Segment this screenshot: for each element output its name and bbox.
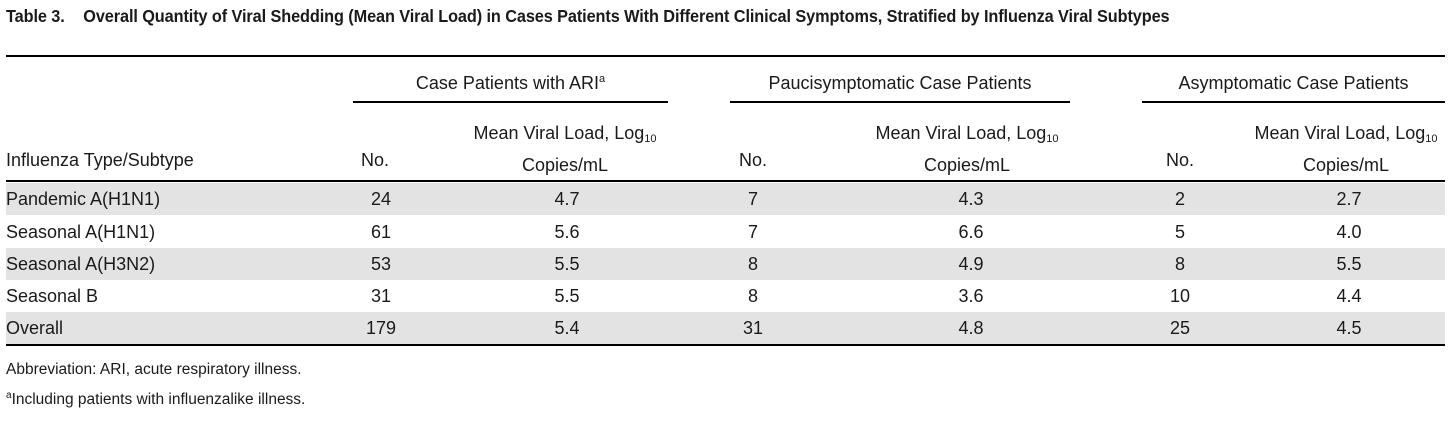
group-underline-paucisymptomatic bbox=[730, 101, 1070, 103]
cell-type: Overall bbox=[6, 318, 64, 338]
cell-asym-load: 4.5 bbox=[1336, 318, 1362, 338]
table-row: Seasonal A(H1N1) 61 5.6 7 6.6 5 4.0 bbox=[6, 216, 1445, 248]
cell-pauci-load: 4.8 bbox=[958, 318, 984, 338]
cell-asym-load: 2.7 bbox=[1336, 189, 1362, 209]
group-underline-ari bbox=[353, 101, 668, 103]
col-header-pauci-no: No. bbox=[738, 150, 767, 170]
group-pauci-label: Paucisymptomatic Case Patients bbox=[768, 73, 1032, 93]
cell-pauci-no: 8 bbox=[747, 254, 758, 274]
table-number: Table 3. bbox=[6, 6, 65, 26]
footnote-a-marker: a bbox=[6, 390, 12, 401]
col-header-asym-no: No. bbox=[1165, 150, 1194, 170]
cell-asym-no: 10 bbox=[1169, 286, 1191, 306]
pauci-load-line2: Copies/mL bbox=[923, 155, 1011, 175]
cell-type: Seasonal A(H3N2) bbox=[6, 254, 156, 274]
group-header-asymptomatic: Asymptomatic Case Patients bbox=[1142, 73, 1445, 94]
footnote-a-text: Including patients with influenzalike il… bbox=[11, 391, 306, 408]
cell-ari-no: 179 bbox=[365, 318, 397, 338]
group-asym-label: Asymptomatic Case Patients bbox=[1178, 73, 1409, 93]
cell-type: Seasonal A(H1N1) bbox=[6, 222, 156, 242]
cell-pauci-no: 31 bbox=[742, 318, 764, 338]
group-ari-label: Case Patients with ARI bbox=[415, 73, 599, 93]
asym-load-line1: Mean Viral Load, Log bbox=[1254, 123, 1426, 143]
table-row: Seasonal B 31 5.5 8 3.6 10 4.4 bbox=[6, 280, 1445, 312]
group-header-ari: Case Patients with ARIa bbox=[353, 73, 668, 94]
asym-load-line2: Copies/mL bbox=[1302, 155, 1390, 175]
cell-pauci-load: 4.3 bbox=[958, 189, 984, 209]
header-rule bbox=[6, 180, 1445, 182]
cell-pauci-no: 8 bbox=[747, 286, 758, 306]
cell-asym-no: 8 bbox=[1174, 254, 1185, 274]
cell-asym-load: 4.0 bbox=[1336, 222, 1362, 242]
cell-ari-no: 31 bbox=[370, 286, 392, 306]
col-header-pauci-load: Mean Viral Load, Log10 Copies/mL bbox=[864, 120, 1070, 178]
col-header-asym-load: Mean Viral Load, Log10 Copies/mL bbox=[1243, 120, 1449, 178]
group-ari-footnote-marker: a bbox=[598, 73, 606, 85]
cell-ari-no: 53 bbox=[370, 254, 392, 274]
top-rule bbox=[6, 55, 1445, 57]
cell-ari-load: 5.5 bbox=[554, 286, 580, 306]
asym-load-sub: 10 bbox=[1425, 133, 1438, 145]
col-header-type: Influenza Type/Subtype bbox=[6, 150, 194, 170]
table-row: Seasonal A(H3N2) 53 5.5 8 4.9 8 5.5 bbox=[6, 248, 1445, 280]
col-header-ari-load: Mean Viral Load, Log10 Copies/mL bbox=[462, 120, 668, 178]
group-header-paucisymptomatic: Paucisymptomatic Case Patients bbox=[730, 73, 1070, 94]
cell-ari-load: 4.7 bbox=[554, 189, 580, 209]
ari-load-line2: Copies/mL bbox=[521, 155, 609, 175]
table-title-text: Overall Quantity of Viral Shedding (Mean… bbox=[83, 6, 1170, 26]
footnote-abbreviation: Abbreviation: ARI, acute respiratory ill… bbox=[6, 361, 302, 378]
cell-pauci-load: 3.6 bbox=[958, 286, 984, 306]
bottom-rule bbox=[6, 344, 1445, 346]
cell-ari-load: 5.6 bbox=[554, 222, 580, 242]
footnote-a: aIncluding patients with influenzalike i… bbox=[6, 390, 305, 409]
pauci-load-sub: 10 bbox=[1046, 133, 1059, 145]
cell-pauci-load: 6.6 bbox=[958, 222, 984, 242]
cell-asym-load: 5.5 bbox=[1336, 254, 1362, 274]
cell-ari-load: 5.4 bbox=[554, 318, 580, 338]
cell-asym-no: 25 bbox=[1169, 318, 1191, 338]
group-underline-asymptomatic bbox=[1142, 101, 1445, 103]
cell-pauci-no: 7 bbox=[747, 222, 758, 242]
cell-pauci-no: 7 bbox=[747, 189, 758, 209]
table-row: Overall 179 5.4 31 4.8 25 4.5 bbox=[6, 312, 1445, 344]
cell-ari-load: 5.5 bbox=[554, 254, 580, 274]
ari-load-sub: 10 bbox=[644, 133, 657, 145]
cell-asym-no: 5 bbox=[1174, 222, 1185, 242]
cell-type: Seasonal B bbox=[6, 286, 99, 306]
table-title: Table 3. Overall Quantity of Viral Sheddi… bbox=[6, 6, 1170, 27]
cell-type: Pandemic A(H1N1) bbox=[6, 189, 161, 209]
cell-asym-load: 4.4 bbox=[1336, 286, 1362, 306]
pauci-load-line1: Mean Viral Load, Log bbox=[875, 123, 1047, 143]
cell-ari-no: 24 bbox=[370, 189, 392, 209]
table-row: Pandemic A(H1N1) 24 4.7 7 4.3 2 2.7 bbox=[6, 183, 1445, 215]
cell-ari-no: 61 bbox=[370, 222, 392, 242]
cell-pauci-load: 4.9 bbox=[958, 254, 984, 274]
col-header-ari-no: No. bbox=[360, 150, 389, 170]
ari-load-line1: Mean Viral Load, Log bbox=[473, 123, 645, 143]
cell-asym-no: 2 bbox=[1174, 189, 1185, 209]
